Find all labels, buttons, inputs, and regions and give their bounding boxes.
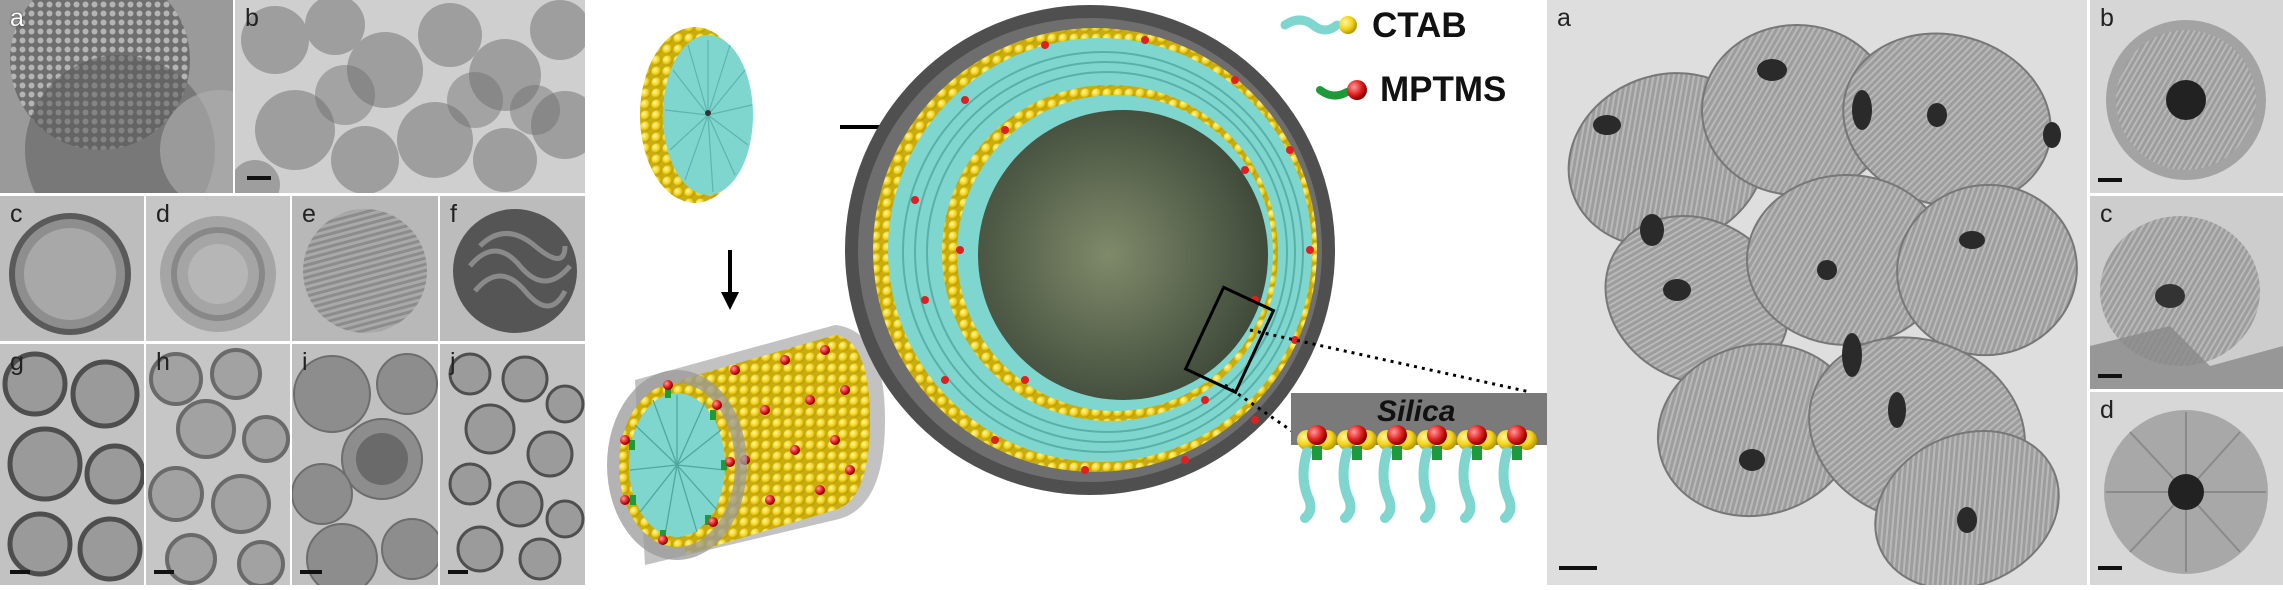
mptms-molecule-icon	[1316, 80, 1367, 100]
panel-label: e	[302, 200, 316, 228]
tem-image	[146, 196, 290, 341]
tem-panel-i: i	[292, 344, 438, 585]
panel-label: c	[2100, 200, 2113, 228]
right-tem-figure: a b c	[1547, 0, 2283, 585]
tem-image	[2090, 0, 2283, 193]
tem-panel-small-d: d	[2090, 392, 2283, 585]
panel-label: d	[2100, 396, 2114, 424]
panel-label: c	[10, 200, 23, 228]
scale-bar	[300, 570, 322, 574]
tem-image	[0, 196, 144, 341]
tem-panel-small-b: b	[2090, 0, 2283, 193]
tem-panel-d: d	[146, 196, 290, 341]
tem-panel-g: g	[0, 344, 144, 585]
tem-image	[2090, 392, 2283, 585]
silica-inset	[1291, 393, 1547, 523]
legend-label-mptms: MPTMS	[1380, 70, 1507, 109]
scale-bar	[2098, 178, 2122, 182]
scale-bar	[448, 570, 468, 574]
tem-panel-j: j	[440, 344, 585, 585]
panel-label: i	[302, 348, 308, 376]
scale-bar	[10, 570, 30, 574]
tem-panel-c: c	[0, 196, 144, 341]
panel-label: h	[156, 348, 170, 376]
panel-label: a	[10, 4, 24, 32]
panel-label: g	[10, 348, 24, 376]
silica-label: Silica	[1377, 395, 1456, 428]
arrow-down	[721, 250, 739, 310]
scale-bar	[1559, 566, 1597, 570]
spherical-micelle	[640, 27, 753, 203]
tem-image	[2090, 196, 2283, 389]
tem-image	[440, 196, 585, 341]
tem-panel-f: f	[440, 196, 585, 341]
panel-label: b	[245, 4, 259, 32]
panel-label: a	[1557, 4, 1571, 32]
schematic-figure: CTAB MPTMS Silica	[585, 0, 1547, 585]
tem-image	[0, 344, 144, 585]
tem-image	[0, 0, 233, 193]
tem-panel-a: a	[0, 0, 233, 193]
scale-bar	[2098, 374, 2122, 378]
tem-image	[292, 196, 438, 341]
tem-panel-small-c: c	[2090, 196, 2283, 389]
tem-image	[146, 344, 290, 585]
panel-label: b	[2100, 4, 2114, 32]
scale-bar	[247, 176, 271, 180]
scale-bar	[2098, 566, 2122, 570]
tem-image	[235, 0, 585, 193]
tem-panel-e: e	[292, 196, 438, 341]
panel-label: j	[450, 348, 456, 376]
panel-label: d	[156, 200, 170, 228]
left-tem-figure: a b c	[0, 0, 585, 585]
tem-image	[292, 344, 438, 585]
tem-image	[440, 344, 585, 585]
tem-panel-h: h	[146, 344, 290, 585]
schematic-drawing	[607, 5, 1547, 565]
tem-panel-b: b	[235, 0, 585, 193]
panel-label: f	[450, 200, 457, 228]
legend-label-ctab: CTAB	[1372, 6, 1467, 45]
cylindrical-micelle	[607, 325, 885, 565]
scale-bar	[154, 570, 174, 574]
hollow-vesicle	[845, 5, 1335, 495]
tem-image	[1547, 0, 2087, 585]
tem-panel-large-a: a	[1547, 0, 2087, 585]
ctab-molecule-icon	[1280, 15, 1357, 35]
